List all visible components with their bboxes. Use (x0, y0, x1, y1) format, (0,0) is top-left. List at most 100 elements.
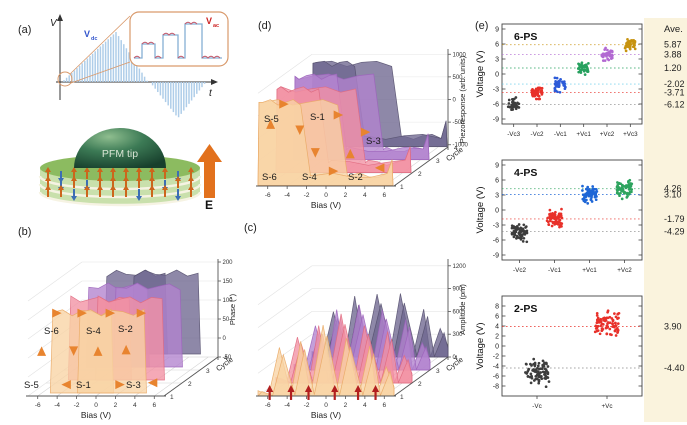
cycle-tick-label: 1 (400, 184, 404, 191)
switching-direction-arrow-icon (345, 148, 355, 159)
scatter-point (536, 364, 540, 368)
floor-gridline (154, 356, 209, 397)
scatter-point (547, 380, 551, 383)
scatter-point (532, 368, 535, 371)
scatter-point (541, 365, 545, 368)
scatter-cluster (576, 61, 590, 76)
z-tick-label: -50 (223, 355, 232, 361)
step-waveform (134, 23, 222, 59)
scatter-point (614, 334, 618, 337)
scatter-point (616, 188, 619, 192)
bias-axis-label: Bias (V) (311, 200, 341, 210)
scatter-point (553, 215, 557, 219)
z-axis-label: Phase (°) (228, 293, 237, 325)
x-category-label: -Vc2 (531, 131, 544, 138)
ave-value-label: 3.88 (664, 50, 682, 60)
scatter-point (594, 188, 598, 191)
scatter-point (600, 329, 604, 333)
scatter-point (616, 312, 620, 316)
wall-gridline (257, 311, 313, 351)
scatter-point (557, 83, 560, 87)
ave-value-label: -2.02 (664, 79, 685, 89)
z-axis-label: Amplitude (pm) (458, 284, 467, 335)
x-category-label: +Vc2 (617, 267, 632, 274)
wall-gridline (27, 261, 83, 302)
vdc-waveform (63, 32, 206, 118)
scatter-point (591, 185, 595, 188)
scatter-point (633, 47, 637, 51)
switching-direction-arrow-icon (328, 166, 339, 176)
scatter-point (603, 316, 606, 320)
switching-direction-arrow-icon (61, 380, 71, 390)
ave-value-label: -4.29 (664, 226, 685, 236)
disc-layer-line (38, 191, 202, 207)
phase-waterfall-chart: 200 150 100 50 0 -50 Phase (°) -6 -4 -2 0 2 4 6 Bias (… (24, 259, 237, 420)
scatter-point (590, 200, 594, 203)
scatter-point (598, 332, 602, 336)
scatter-point (586, 185, 590, 189)
scatter-point (511, 104, 515, 108)
scatter-point (588, 194, 592, 198)
scatter-point (537, 381, 541, 385)
switching-direction-arrow-icon (360, 127, 371, 137)
scatter-point (599, 318, 602, 322)
x-category-label: -Vc1 (548, 267, 561, 274)
scatter-point (595, 321, 599, 324)
scatter-cluster (506, 96, 521, 112)
scatter-point (541, 359, 545, 363)
z-tick-label: 300 (453, 332, 464, 338)
scatter-point (594, 327, 598, 330)
wall-gridline (257, 54, 313, 94)
scatter-point (534, 375, 538, 378)
scatter-point (539, 371, 543, 374)
scatter-cluster (545, 207, 564, 229)
scatter-point (560, 207, 563, 211)
scatter-point (562, 82, 566, 85)
cycle-tick-label: 4 (224, 355, 228, 362)
bias-tick-label: -6 (265, 402, 271, 409)
switching-direction-arrow-icon (77, 308, 87, 318)
scatter-point (533, 364, 537, 368)
scatter-point (534, 370, 538, 374)
cycle-axis (393, 356, 449, 397)
scatter-point (604, 46, 607, 50)
scatter-cluster (623, 38, 637, 53)
bias-tick-label: -2 (74, 402, 80, 409)
scatter-point (543, 373, 546, 376)
pfm-schematic: V t V dc V ac (38, 11, 229, 210)
scatter-point (579, 69, 583, 72)
bias-tick-label: -6 (35, 402, 41, 409)
bias-tick-label: -6 (265, 192, 271, 199)
scatter-point (624, 184, 628, 187)
scatter-point (611, 319, 615, 323)
scatter-point (554, 79, 557, 83)
polarization-up-arrow-icon (84, 185, 90, 197)
switching-direction-arrow-icon (295, 125, 305, 135)
scatter-point (553, 86, 557, 90)
panel-d: (d) 1000 500 0 -500 -1000 Piezoresponse (arb.… (236, 10, 473, 212)
cycle-tick-label: 2 (188, 381, 192, 388)
t-axis-label: t (209, 88, 213, 99)
polarization-up-arrow-icon (58, 185, 64, 197)
scatter-point (545, 219, 549, 223)
scatter-chart-4ps: 9 6 3 0 -3 -6 -9 Voltage (V) -Vc2 -Vc1 +Vc1 +Vc2 4-P… (475, 159, 685, 274)
scatter-chart-6ps: 9 6 3 0 -3 -6 -9 Voltage (V) -Vc3 -Vc2 -Vc1 +Vc1 +Vc… (475, 23, 685, 138)
scatter-point (605, 332, 609, 336)
y-tick-label: 3 (495, 56, 499, 63)
scatter-point (534, 87, 538, 91)
scatter-point (514, 96, 518, 99)
scatter-point (584, 64, 587, 68)
scatter-point (557, 212, 561, 216)
t-axis-arrow-icon (211, 79, 218, 85)
scatter-point (550, 224, 554, 228)
scatter-point (525, 240, 529, 244)
scatter-point (544, 385, 548, 389)
scatter-point (624, 49, 628, 53)
scatter-point (628, 178, 632, 182)
scatter-point (606, 48, 609, 52)
chart-title: 2-PS (514, 303, 537, 315)
polarization-up-arrow-icon (123, 185, 129, 197)
scatter-point (606, 316, 610, 320)
bias-tick-label: 6 (382, 402, 386, 409)
